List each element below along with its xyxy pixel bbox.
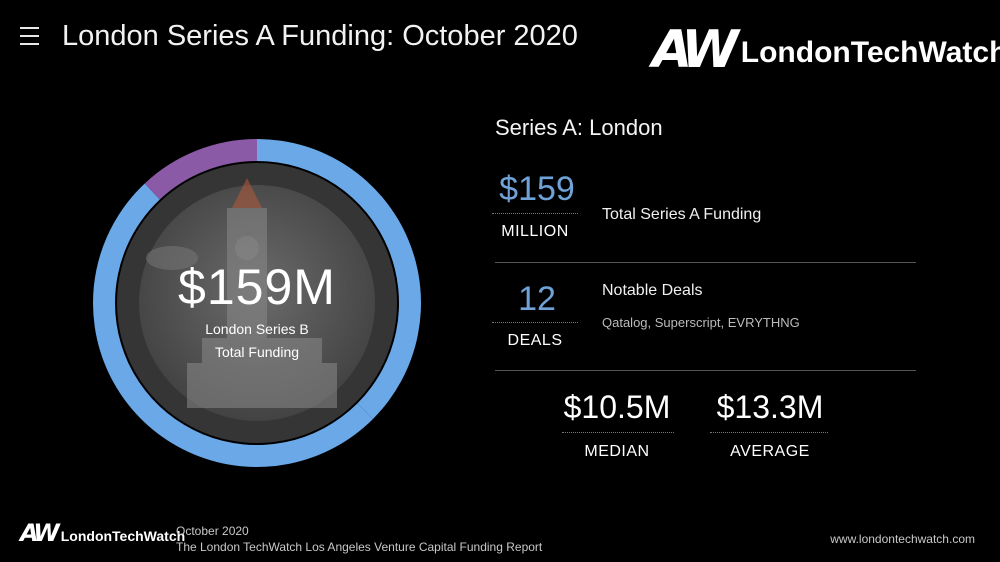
page-title: London Series A Funding: October 2020 [62,20,578,52]
deals-label: Notable Deals [602,282,703,299]
deals-detail: Qatalog, Superscript, EVRYTHNG [602,315,800,330]
donut-slice-3 [93,183,160,303]
donut-slice-1 [257,139,421,419]
footer-brand-logo: AW LondonTechWatch [20,520,185,546]
divider [710,432,828,433]
divider [562,432,674,433]
footer-brand-mark: AW [20,519,60,547]
footer-report-info: October 2020 The London TechWatch Los An… [176,523,542,555]
brand-name: LondonTechWatch [740,36,1000,69]
donut-slice-4 [144,139,257,200]
big-ben-illustration-icon [146,178,337,408]
divider [492,213,578,214]
deals-unit: DEALS [507,332,563,349]
donut-slices [93,139,421,467]
donut-slice-2 [93,303,373,467]
total-funding-label: Total Series A Funding [602,206,762,223]
menu-icon[interactable] [20,27,39,47]
footer-date: October 2020 [176,524,249,538]
divider [495,370,916,371]
divider [495,262,916,263]
footer-brand-name: LondonTechWatch [60,528,186,544]
section-title: Series A: London [495,115,663,140]
average-label: AVERAGE [730,443,810,460]
donut-center-label: $159M London Series B Total Funding [92,258,422,362]
median-value: $10.5M [563,389,671,425]
donut-caption-line1: London Series B [205,321,309,337]
brand-mark: AW [652,20,739,80]
brand-logo: AW LondonTechWatch [652,24,1000,76]
funding-donut-chart [93,139,421,467]
donut-caption-line2: Total Funding [214,344,300,360]
total-funding-value: $159 [499,170,575,208]
deals-count-value: 12 [518,280,556,318]
median-label: MEDIAN [584,443,650,460]
donut-total-value: $159M [178,259,336,315]
divider [492,322,578,323]
total-funding-unit: MILLION [501,223,569,240]
footer-url[interactable]: www.londontechwatch.com [830,532,975,546]
footer-report-title: The London TechWatch Los Angeles Venture… [176,540,543,554]
average-value: $13.3M [716,389,824,425]
